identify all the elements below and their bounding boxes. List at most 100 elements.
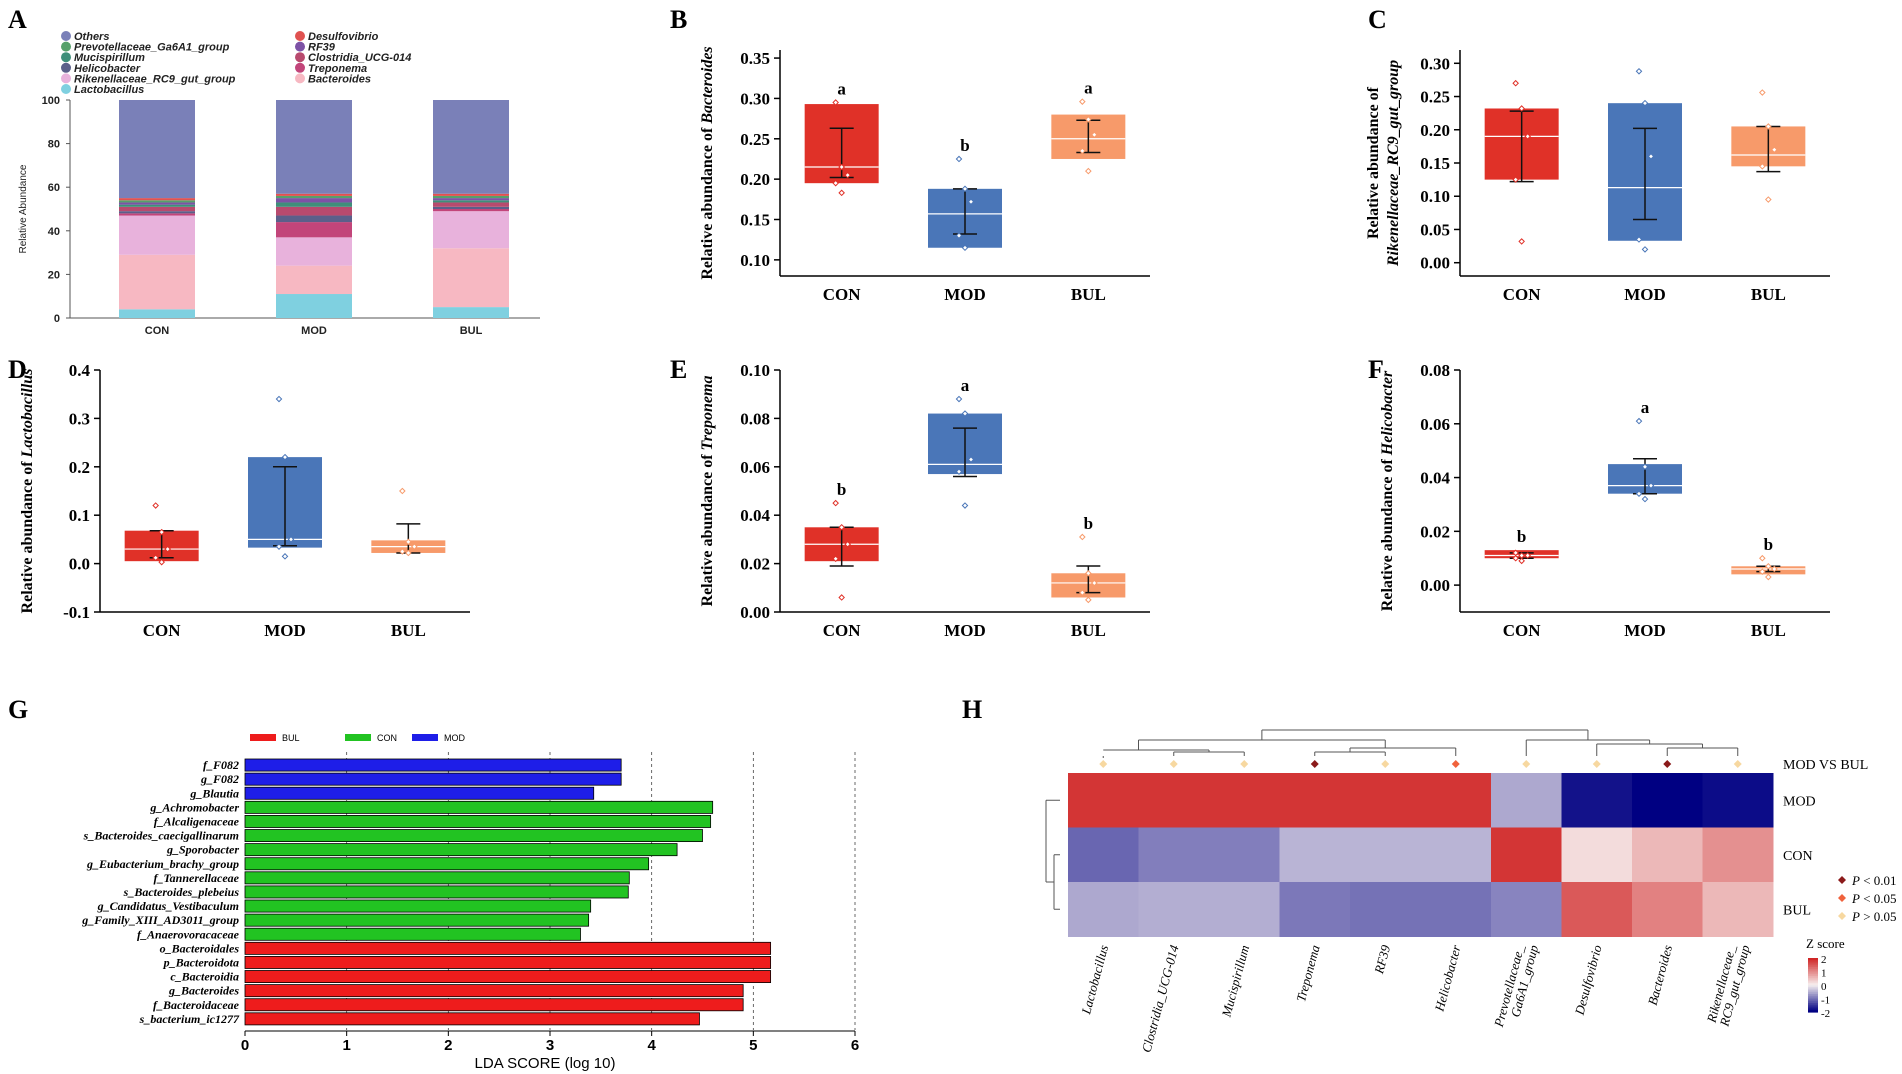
bar-label: s_bacterium_ic1277 bbox=[139, 1012, 240, 1026]
heatmap-cell bbox=[1350, 773, 1421, 828]
x-tick-label: BUL bbox=[391, 621, 426, 640]
scale-tick-label: 0 bbox=[1821, 981, 1827, 993]
data-point bbox=[1765, 562, 1772, 570]
data-point bbox=[281, 553, 289, 560]
heatmap-cell bbox=[1491, 882, 1562, 937]
y-tick-label: 0.06 bbox=[740, 458, 770, 477]
sig-row-label: MOD VS BUL bbox=[1783, 758, 1868, 773]
lda-bar-con bbox=[244, 843, 678, 857]
heatmap-cell bbox=[1420, 882, 1492, 937]
scale-swatch bbox=[1808, 963, 1818, 966]
data-point bbox=[1765, 123, 1772, 130]
p-threshold: < 0.01 bbox=[1860, 873, 1897, 888]
heatmap-cell bbox=[1420, 827, 1492, 883]
data-point bbox=[1518, 238, 1525, 245]
column-label: RF39 bbox=[1371, 943, 1393, 976]
lda-bar-con bbox=[244, 800, 714, 814]
x-tick-label: BUL bbox=[1751, 285, 1786, 304]
stack-segment-treponema bbox=[276, 222, 352, 238]
heatmap-cell bbox=[1491, 827, 1562, 883]
data-point bbox=[844, 540, 851, 548]
data-point bbox=[1759, 568, 1766, 575]
legend-label: Lactobacillus bbox=[74, 84, 144, 96]
sig-legend-marker bbox=[1838, 912, 1846, 920]
lda-bar-bul bbox=[244, 984, 744, 998]
significance-letter: a bbox=[1641, 398, 1650, 417]
y-tick-label: 0.08 bbox=[740, 409, 770, 428]
lda-bar-bul bbox=[244, 970, 772, 984]
lda-bar-con bbox=[244, 927, 581, 941]
data-point bbox=[281, 453, 289, 461]
y-tick-label: 0.25 bbox=[1420, 88, 1450, 107]
panel-letter-a: A bbox=[8, 5, 27, 34]
stack-segment-rikenellaceae_rc9_gut_group bbox=[119, 215, 195, 255]
legend-label: RF39 bbox=[308, 42, 336, 54]
data-point bbox=[1079, 147, 1086, 155]
x-tick-label: MOD bbox=[1624, 621, 1666, 640]
bar-label: f_Tannerellaceae bbox=[153, 871, 239, 885]
x-tick-label: MOD bbox=[1624, 285, 1666, 304]
legend-swatch bbox=[250, 734, 276, 741]
significance-letter: b bbox=[1084, 514, 1093, 533]
scale-swatch bbox=[1808, 981, 1818, 984]
bar-label: f_Alcaligenaceae bbox=[154, 815, 240, 829]
scale-swatch bbox=[1808, 1010, 1818, 1013]
lda-bar-mod bbox=[244, 772, 622, 786]
stack-segment-clostridia_ucg-014 bbox=[433, 202, 509, 207]
data-point bbox=[961, 185, 969, 193]
lda-bar-con bbox=[244, 899, 592, 913]
scale-swatch bbox=[1808, 976, 1818, 979]
legend-label: Bacteroides bbox=[308, 73, 371, 85]
data-point bbox=[961, 244, 969, 252]
legend-label: Rikenellaceae_RC9_gut_group bbox=[74, 73, 236, 85]
significance-marker bbox=[1592, 760, 1601, 768]
x-tick-label: 6 bbox=[851, 1037, 859, 1054]
heatmap-cell bbox=[1350, 827, 1421, 883]
data-point bbox=[838, 163, 845, 171]
x-tick-label: 1 bbox=[342, 1037, 350, 1054]
heatmap-cell bbox=[1561, 827, 1633, 883]
stack-segment-rikenellaceae_rc9_gut_group bbox=[433, 211, 509, 249]
heatmap-cell bbox=[1068, 773, 1139, 828]
scale-swatch bbox=[1808, 997, 1818, 1000]
sig-legend-label: P > 0.05 bbox=[1851, 909, 1897, 924]
row-label: BUL bbox=[1783, 903, 1811, 918]
heatmap-cell bbox=[1068, 827, 1139, 883]
row-label: CON bbox=[1783, 849, 1813, 864]
y-axis-label-prefix: Relative abundance of bbox=[699, 124, 716, 280]
legend-label: BUL bbox=[282, 733, 300, 743]
stack-segment-bacteroides bbox=[276, 265, 352, 295]
data-point bbox=[287, 536, 295, 543]
stack-segment-desulfovibrio bbox=[119, 198, 195, 201]
y-tick-label: 0.20 bbox=[1420, 121, 1450, 140]
stack-segment-prevotellaceae_ga6a1_group bbox=[276, 195, 352, 199]
y-tick-label: 0.1 bbox=[69, 506, 90, 525]
scale-swatch bbox=[1808, 972, 1818, 975]
legend-label: Desulfovibrio bbox=[308, 31, 379, 43]
data-point bbox=[838, 523, 845, 531]
data-point bbox=[405, 538, 412, 546]
stack-segment-bacteroides bbox=[119, 254, 195, 310]
scale-tick-label: 1 bbox=[1821, 968, 1827, 980]
lda-bar-con bbox=[244, 913, 590, 927]
p-symbol: P bbox=[1851, 873, 1860, 888]
data-point bbox=[967, 198, 975, 206]
lda-bar-bul bbox=[244, 956, 772, 969]
y-tick-label: 0.04 bbox=[1420, 469, 1450, 488]
y-tick-label: 0.00 bbox=[1420, 576, 1450, 595]
scale-swatch bbox=[1808, 992, 1818, 995]
heatmap-cell bbox=[1279, 882, 1351, 937]
heatmap-cell bbox=[1209, 827, 1280, 883]
panel-letter-h: H bbox=[962, 695, 982, 724]
bar-label: f_Anaerovoracaceae bbox=[137, 927, 240, 941]
stack-segment-rf39 bbox=[119, 202, 195, 205]
data-point bbox=[1518, 105, 1525, 112]
legend-swatch bbox=[295, 31, 305, 41]
sig-legend-label: P < 0.01 bbox=[1851, 873, 1897, 888]
heatmap-cell bbox=[1702, 827, 1774, 883]
y-axis-label-prefix: Relative abundance of bbox=[699, 450, 716, 606]
stack-segment-mucispirillum bbox=[276, 202, 352, 207]
data-point bbox=[955, 395, 963, 403]
panel-e: 0.00 0.02 0.04 0.06 0.08 0.10 Relative abundan… bbox=[699, 361, 1150, 640]
